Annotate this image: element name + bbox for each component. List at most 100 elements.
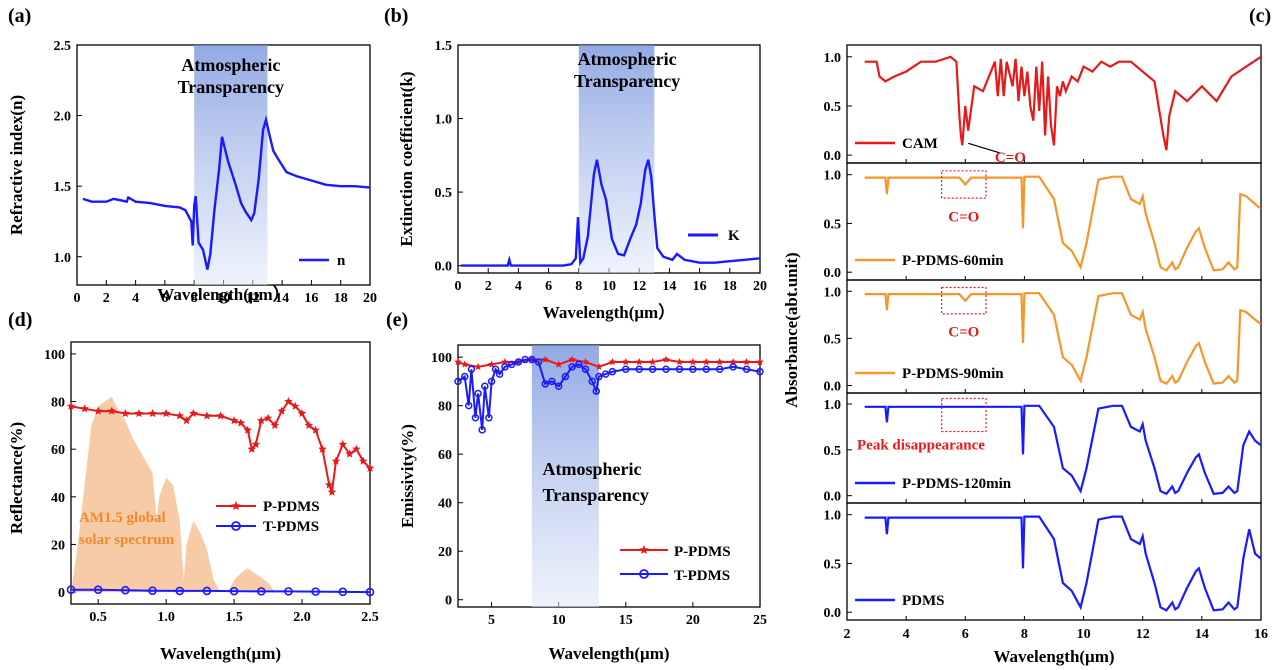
- x-tick-label: 12: [632, 279, 646, 294]
- data-point-circle: [548, 377, 556, 386]
- data-point-star: [202, 411, 212, 420]
- spectrum-line: [864, 55, 1261, 151]
- subplot-p-pdms-90min: 0.0 0.5 1.0 P-PDMS-90min C=O: [824, 279, 1262, 394]
- spectrum-line: [864, 292, 1261, 385]
- y-tick-label: 0: [58, 586, 65, 601]
- x-tick-label: 0: [455, 279, 462, 294]
- solar-spectrum-label: solar spectrum: [79, 532, 175, 548]
- data-point-circle: [588, 377, 596, 386]
- x-tick-label: 16: [693, 279, 707, 294]
- atmospheric-window-band: [578, 45, 655, 273]
- y-tick-label: 1.0: [54, 251, 72, 266]
- y-tick-label: 0: [445, 594, 452, 609]
- data-point-star: [365, 463, 375, 472]
- annotation-c-o: C=O: [948, 210, 979, 226]
- spectrum-line: [864, 175, 1261, 272]
- x-axis-title: Wavelength(μm): [548, 644, 669, 663]
- data-point-circle: [467, 365, 476, 374]
- y-tick-label: 60: [438, 448, 452, 463]
- data-point-circle: [675, 365, 684, 374]
- data-point-star: [345, 449, 354, 458]
- data-point-circle: [481, 382, 489, 390]
- data-point-circle: [702, 365, 711, 374]
- plot-frame: [457, 344, 761, 608]
- y-tick-label: 2.5: [54, 39, 72, 54]
- y-tick-label: 40: [51, 491, 65, 506]
- x-tick-label: 1.5: [225, 610, 243, 625]
- x-axis-title: Wavelength(μm): [160, 644, 281, 663]
- legend-label: P-PDMS: [674, 544, 731, 560]
- x-tick-label: 4: [132, 291, 139, 306]
- data-point-circle: [202, 586, 212, 596]
- data-point-star: [297, 409, 307, 418]
- solar-spectrum-area: [71, 396, 370, 593]
- data-point-star: [80, 404, 89, 413]
- y-tick-label: 1.0: [824, 169, 842, 184]
- data-point-circle: [256, 587, 266, 596]
- x-tick-label: 2: [844, 627, 851, 642]
- x-tick-label: 5: [488, 613, 495, 628]
- y-axis-title: Refractive index(n): [7, 95, 26, 235]
- panel-label-a: (a): [8, 5, 31, 27]
- annotation-peak-disappearance: Peak disappearance: [857, 437, 985, 453]
- legend-label: P-PDMS-90min: [902, 366, 1004, 382]
- data-point-circle: [487, 377, 496, 386]
- data-point-circle: [635, 365, 643, 374]
- x-tick-label: 14: [275, 291, 289, 306]
- y-tick-label: 0.5: [824, 100, 842, 115]
- x-tick-label: 6: [962, 627, 969, 642]
- data-point-circle: [528, 355, 536, 364]
- data-point-circle: [601, 370, 610, 378]
- x-tick-label: 15: [619, 613, 633, 628]
- x-axis-title: Wavelength(μm）: [543, 302, 675, 322]
- data-point-star: [715, 358, 724, 366]
- legend-label: P-PDMS-60min: [902, 253, 1004, 269]
- data-point-circle: [464, 401, 473, 410]
- legend-label: T-PDMS: [263, 519, 319, 535]
- panel-e: (e) 5 10 15 20 25 0 20 40 60 80 100 Atmospheric Trans…: [386, 309, 767, 663]
- data-point-star: [251, 439, 261, 449]
- legend-label-k: K: [728, 228, 740, 244]
- data-point-star: [304, 420, 314, 429]
- x-tick-label: 6: [545, 279, 552, 294]
- x-tick-label: 16: [1254, 627, 1268, 642]
- legend-marker: [639, 569, 649, 579]
- data-point-circle: [541, 380, 549, 388]
- data-point-star: [568, 355, 576, 363]
- data-point-star: [257, 416, 266, 425]
- data-point-star: [554, 360, 563, 368]
- x-tick-label: 2: [103, 291, 110, 306]
- data-point-circle: [454, 377, 462, 386]
- data-point-star: [689, 358, 697, 366]
- subplot-cam: 0.0 0.5 1.0 CAM C=O: [824, 44, 1262, 166]
- data-point-circle: [93, 585, 103, 595]
- panel-a: (a) 0 2 4 6 8 10 12 14 16 18 20 1.0 1.5 2.0 2.5 Atmosphe…: [7, 5, 377, 306]
- y-tick-label: 0.5: [824, 217, 842, 232]
- data-point-circle: [507, 360, 516, 369]
- annotation-c-o: C=O: [995, 150, 1026, 166]
- y-tick-label: 1.0: [824, 398, 842, 413]
- data-point-circle: [561, 372, 570, 381]
- data-point-star: [284, 397, 293, 406]
- x-tick-label: 2.5: [361, 610, 379, 625]
- y-tick-label: 20: [438, 545, 452, 560]
- panel-label-e: (e): [386, 309, 408, 331]
- y-tick-label: 0.5: [824, 444, 842, 459]
- data-point-star: [189, 409, 198, 418]
- data-point-circle: [501, 363, 509, 371]
- data-point-star: [541, 355, 549, 363]
- legend-label: CAM: [902, 136, 938, 152]
- x-tick-label: 12: [246, 291, 260, 306]
- y-axis-title: Extinction coefficient(k): [397, 71, 416, 246]
- data-point-star: [66, 401, 76, 410]
- series-n-line: [82, 115, 370, 270]
- y-axis-title: Absorbance(abt.unit): [782, 252, 801, 407]
- y-tick-label: 1.0: [435, 113, 453, 128]
- data-point-star: [327, 487, 337, 496]
- highlight-box: [941, 170, 987, 199]
- legend-marker: [231, 501, 241, 510]
- y-tick-label: 1.5: [435, 39, 453, 54]
- y-tick-label: 1.0: [824, 285, 842, 300]
- data-point-circle: [495, 370, 504, 378]
